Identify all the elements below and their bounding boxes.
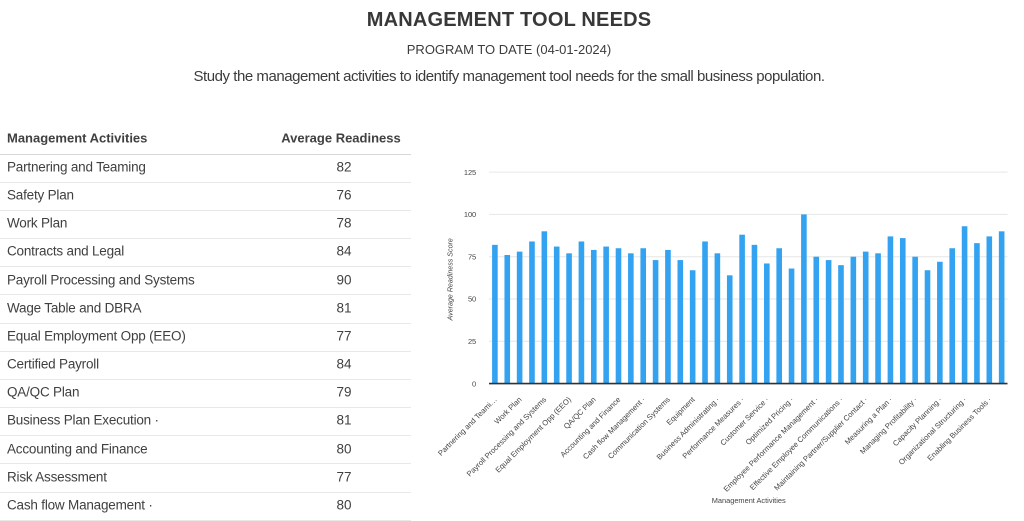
svg-text:Average Readiness Score: Average Readiness Score bbox=[446, 238, 454, 321]
svg-text:25: 25 bbox=[468, 337, 476, 346]
svg-text:75: 75 bbox=[468, 252, 476, 261]
svg-text:0: 0 bbox=[472, 379, 476, 388]
svg-text:Management Activities: Management Activities bbox=[712, 496, 786, 505]
svg-text:50: 50 bbox=[468, 295, 476, 304]
svg-text:100: 100 bbox=[464, 210, 476, 219]
svg-text:125: 125 bbox=[464, 168, 476, 177]
